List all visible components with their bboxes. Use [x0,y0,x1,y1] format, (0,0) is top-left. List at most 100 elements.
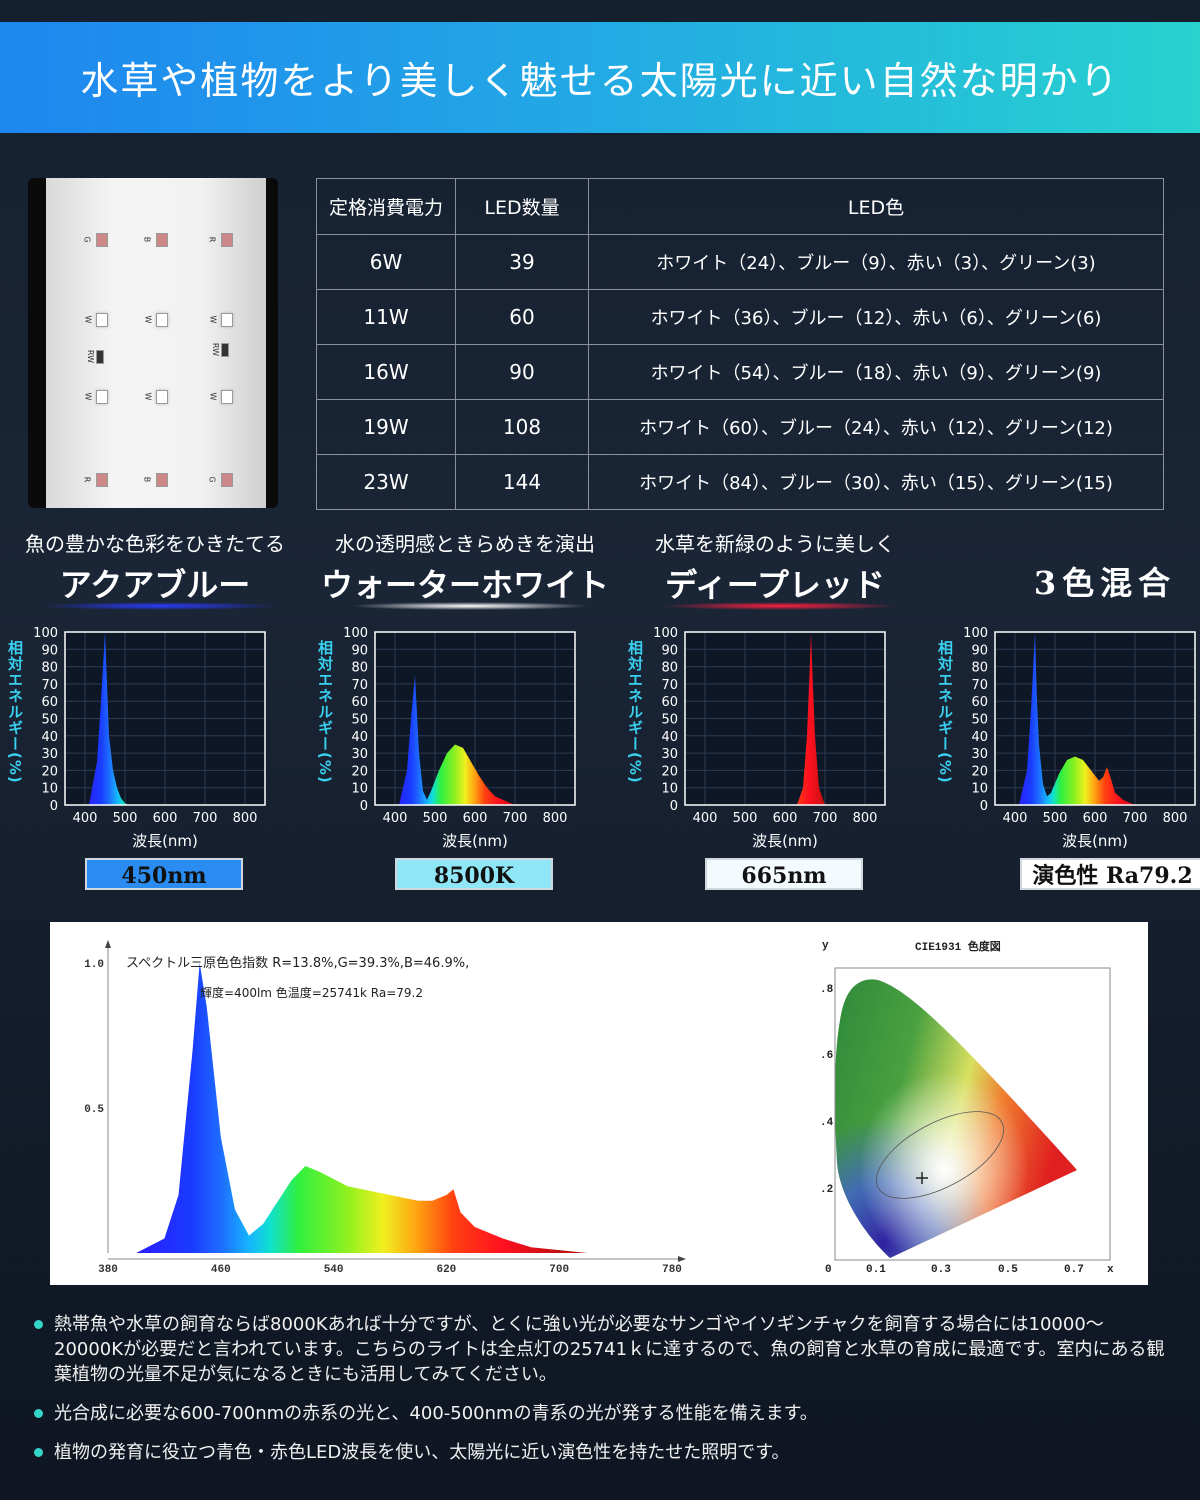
x-tick-label: 500 [113,811,138,826]
y-tick-label: 100 [33,626,58,641]
y-tick-label: 30 [351,747,368,762]
y-tick-label: 10 [41,782,58,797]
y-tick-label: .6 [820,1050,833,1062]
led-label: G [207,476,217,483]
spectrum-area [136,963,588,1253]
led-chip [156,390,168,404]
power-cell: 23W [316,454,456,510]
x-axis-label: 波長(nm) [132,832,198,850]
y-tick-label: 40 [351,730,368,745]
led-chip [96,473,108,487]
y-axis-label: 相対エネルギー(%) [6,640,24,784]
table-header-row: 定格消費電力 LED数量 LED色 [316,178,1164,235]
section-title: ウォーターホワイト [320,566,609,604]
x-tick-label: 800 [1163,811,1188,826]
y-tick-label: 0 [360,799,368,814]
count-cell: 144 [455,454,589,510]
spectrum-panel: 0.5 1.0 380 460 540 620 700 780 スペクトル三原色色指数 R=13… [50,922,1148,1285]
feature-list: 熱帯魚や水草の飼育ならば8000Kあれば十分ですが、とくに強い光が必要なサンゴや… [32,1312,1172,1479]
count-cell: 90 [455,344,589,400]
y-tick-label: 100 [653,626,678,641]
power-cell: 16W [316,344,456,400]
y-tick-label: .2 [820,1184,833,1196]
spectrum-section: 3色混合 相対エネルギー(%) 演色性 Ra79.2 0 10 20 30 40 50 60 70 8… [930,528,1200,898]
led-label: R [207,236,217,243]
led-label: RW [211,342,221,357]
y-tick-label: 30 [661,747,678,762]
spectrum-area [1019,632,1135,805]
y-tick-label: 50 [661,713,678,728]
led-label: W [83,392,93,401]
x-tick-label: 400 [73,811,98,826]
color-cell: ホワイト（36）、ブルー（12）、赤い（6）、グリーン(6) [588,289,1164,345]
plot-frame [834,967,1111,1261]
y-tick-label: 70 [351,678,368,693]
y-tick-label: 50 [971,713,988,728]
led-chip [96,390,108,404]
cie-chromaticity-diagram: .2 .4 .6 .8 0 0.1 0.3 0.5 0.7 x y CIE1931 色度図 [820,939,1114,1276]
y-tick-label: .4 [820,1117,834,1129]
chart-title: スペクトル三原色色指数 R=13.8%,G=39.3%,B=46.9%, [126,955,469,971]
y-tick-label: 1.0 [84,959,104,971]
chart-subtitle: 輝度=400lm 色温度=25741k Ra=79.2 [200,985,423,1000]
color-cell: ホワイト（24）、ブルー（9）、赤い（3）、グリーン(3) [588,234,1164,290]
section-title: 3色混合 [1033,564,1177,602]
section-title: アクアブルー [59,566,251,604]
y-tick-label: 20 [351,764,368,779]
y-tick-label: 70 [971,678,988,693]
x-tick-label: 460 [211,1264,231,1276]
color-cell: ホワイト（84）、ブルー（30）、赤い（15）、グリーン(15) [588,454,1164,510]
y-tick-label: 60 [661,695,678,710]
x-tick-label: 500 [1043,811,1068,826]
y-tick-label: 30 [41,747,58,762]
y-tick-label: 0.5 [84,1104,104,1116]
y-tick-label: 10 [971,782,988,797]
table-row: 19W 108 ホワイト（60）、ブルー（24）、赤い（12）、グリーン(12) [316,399,1164,455]
x-tick-label: 400 [693,811,718,826]
x-tick-label: 780 [662,1264,682,1276]
led-chip [96,350,104,364]
x-axis-label: 波長(nm) [752,832,818,850]
led-label: W [143,392,153,401]
led-chip [96,313,108,327]
led-chip [156,313,168,327]
x-tick-label: 700 [503,811,528,826]
y-tick-label: 70 [661,678,678,693]
section-subtitle: 水の透明感ときらめきを演出 [335,532,595,556]
y-tick-label: 100 [343,626,368,641]
y-tick-label: 20 [661,764,678,779]
y-axis-arrow [105,940,111,948]
led-board: G B R W W W RW RW W W W R B G [46,178,266,508]
y-tick-label: 50 [41,713,58,728]
y-axis-label: 相対エネルギー(%) [936,640,954,784]
y-tick-label: 80 [971,661,988,676]
feature-text: 熱帯魚や水草の飼育ならば8000Kあれば十分ですが、とくに強い光が必要なサンゴや… [54,1314,1165,1385]
led-chip [221,343,229,357]
spectrum-chart: 0 10 20 30 40 50 60 70 80 90 100 400 500 600 700 800 波長(… [963,626,1196,850]
x-tick-label: 540 [324,1264,344,1276]
x-axis-label: 波長(nm) [1062,832,1128,850]
x-tick-label: 380 [98,1264,118,1276]
spectrum-section: 魚の豊かな色彩をひきたてる アクアブルー 相対エネルギー(%) 450nm 0 10 20 3… [0,528,310,898]
plot-frame [374,631,576,806]
y-tick-label: 50 [351,713,368,728]
x-tick-label: 0.1 [866,1264,886,1276]
value-badge: 450nm [85,858,243,890]
bullet-icon [34,1409,43,1418]
spectrum-chart: 0 10 20 30 40 50 60 70 80 90 100 400 500 600 700 800 波長(… [343,626,576,850]
y-tick-label: 90 [41,643,58,658]
y-tick-label: 0 [670,799,678,814]
y-axis-label: y [822,940,829,952]
bullet-icon [34,1320,43,1329]
section-subtitle: 魚の豊かな色彩をひきたてる [25,532,285,556]
spec-table: 定格消費電力 LED数量 LED色 6W 39 ホワイト（24）、ブルー（9）、赤い… [316,178,1164,510]
x-tick-label: 400 [1003,811,1028,826]
light-glow [40,602,280,610]
x-tick-label: 600 [153,811,178,826]
x-axis-label: x [1107,1264,1114,1276]
y-tick-label: 100 [963,626,988,641]
spectrum-area [89,632,129,805]
x-tick-label: 0.5 [998,1264,1018,1276]
x-tick-label: 600 [773,811,798,826]
page-title: 水草や植物をより美しく魅せる太陽光に近い自然な明かり [80,59,1120,103]
